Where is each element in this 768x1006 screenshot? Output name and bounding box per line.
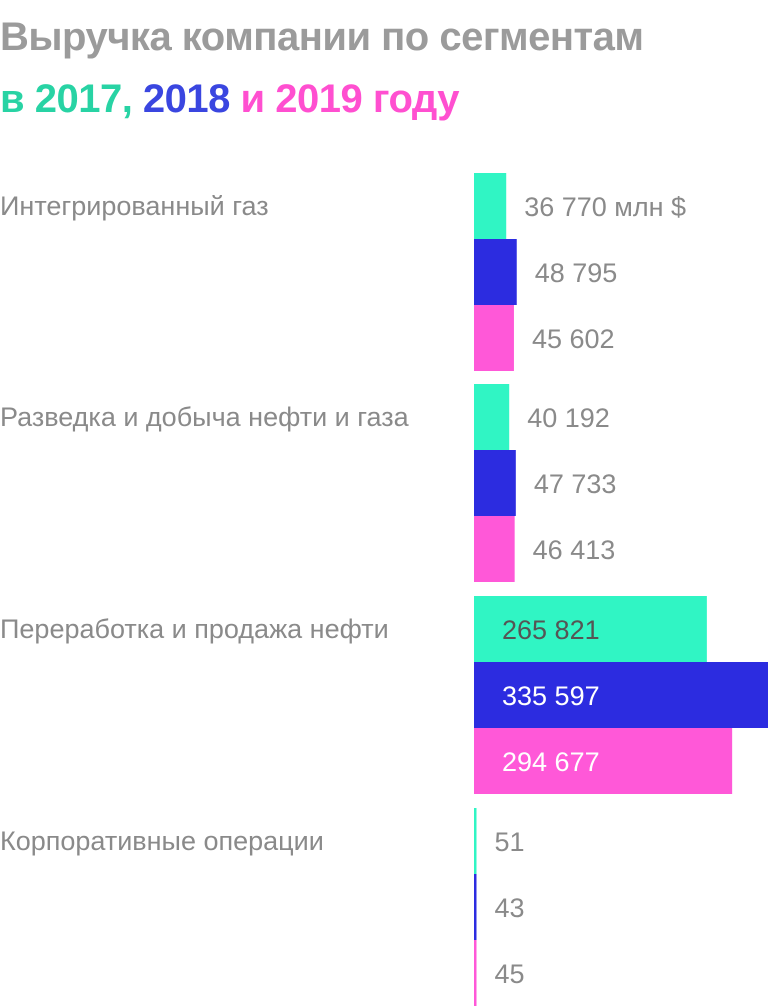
title-year-2019: 2019 [275, 77, 363, 121]
title-separator-1: , [121, 77, 143, 121]
title-line-2: в 2017, 2018 и 2019 году [0, 68, 768, 130]
data-label-2017: 51 [495, 827, 525, 857]
bar-2019 [474, 728, 733, 794]
data-label-2018: 47 733 [534, 469, 617, 499]
title-prefix: в [0, 77, 35, 121]
bar-2017 [474, 384, 510, 450]
category-label: Интегрированный газ [0, 191, 269, 221]
bar-2017 [474, 596, 707, 662]
title-year-2018: 2018 [142, 77, 230, 121]
data-label-2019: 45 [495, 959, 525, 989]
bar-2018 [474, 874, 477, 940]
data-label-2019: 46 413 [533, 535, 616, 565]
category-label: Разведка и добыча нефти и газа [0, 402, 410, 432]
bar-2018 [474, 450, 516, 516]
title-separator-2: и [229, 77, 276, 121]
data-label-2018: 43 [495, 893, 525, 923]
data-label-2019: 294 677 [502, 747, 600, 777]
bar-2018 [474, 239, 517, 305]
data-label-2017: 40 192 [527, 403, 610, 433]
bar-2017 [474, 808, 477, 874]
bar-2017 [474, 173, 507, 239]
data-label-2017: 265 821 [502, 615, 600, 645]
data-label-2018: 48 795 [535, 258, 618, 288]
category-label: Корпоративные операции [0, 826, 324, 856]
bar-2019 [474, 940, 477, 1006]
bar-2018 [474, 662, 768, 728]
data-label-2017: 36 770 млн $ [524, 192, 686, 222]
title-year-2017: 2017 [34, 77, 122, 121]
bar-2019 [474, 516, 515, 582]
chart-title: Выручка компании по сегментам в 2017, 20… [0, 6, 768, 130]
bar-2019 [474, 305, 514, 371]
title-suffix: году [362, 77, 460, 121]
data-label-2019: 45 602 [532, 324, 615, 354]
category-label: Переработка и продажа нефти [0, 614, 389, 644]
data-label-2018: 335 597 [502, 681, 600, 711]
title-line-1: Выручка компании по сегментам [0, 15, 644, 59]
